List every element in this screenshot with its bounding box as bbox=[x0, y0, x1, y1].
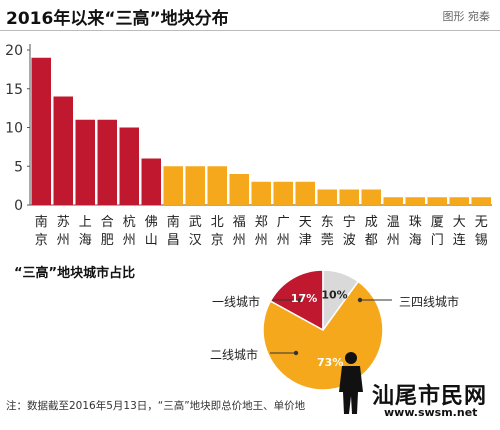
x-tick-label: 宁 bbox=[343, 214, 356, 230]
bar bbox=[75, 119, 95, 205]
pie-label-tier1: 一线城市 bbox=[212, 295, 261, 309]
bar bbox=[273, 181, 293, 205]
x-tick-label: 南 bbox=[35, 214, 48, 230]
y-tick-label: 10 bbox=[5, 121, 23, 137]
bar bbox=[317, 189, 337, 205]
x-tick-label: 汉 bbox=[189, 233, 202, 248]
x-tick-label: 无 bbox=[475, 215, 488, 230]
pie-value-label: 10% bbox=[321, 289, 347, 302]
bar bbox=[449, 197, 469, 205]
x-tick-label: 福 bbox=[233, 215, 246, 230]
bar bbox=[405, 197, 425, 205]
x-tick-label: 州 bbox=[57, 233, 70, 248]
x-tick-label: 合 bbox=[101, 215, 114, 230]
x-tick-label: 郑 bbox=[255, 215, 268, 230]
x-tick-label: 京 bbox=[211, 233, 224, 248]
bar bbox=[207, 166, 227, 205]
pie-value-label: 73% bbox=[317, 356, 343, 369]
credit-label: 图形 宛秦 bbox=[442, 10, 491, 23]
x-tick-label: 广 bbox=[277, 215, 290, 230]
bar bbox=[229, 174, 249, 205]
x-tick-label: 州 bbox=[255, 233, 268, 248]
x-tick-label: 武 bbox=[189, 215, 202, 230]
x-tick-label: 肥 bbox=[101, 233, 114, 248]
x-tick-label: 州 bbox=[123, 233, 136, 248]
leader-dot bbox=[357, 297, 363, 303]
x-tick-label: 海 bbox=[409, 233, 422, 248]
x-tick-label: 都 bbox=[365, 233, 378, 248]
x-tick-label: 苏 bbox=[57, 214, 70, 230]
x-tick-label: 州 bbox=[387, 233, 400, 248]
bar bbox=[119, 127, 139, 205]
bar bbox=[163, 166, 183, 205]
bar bbox=[339, 189, 359, 205]
bar bbox=[97, 119, 117, 205]
x-tick-label: 州 bbox=[277, 233, 290, 248]
bar bbox=[53, 96, 73, 205]
watermark-url: www.swsm.net bbox=[384, 406, 478, 419]
bar bbox=[141, 158, 161, 205]
bar bbox=[185, 166, 205, 205]
bar-marks bbox=[31, 57, 491, 205]
chart-title: 2016年以来“三高”地块分布 bbox=[6, 9, 229, 29]
bar bbox=[361, 189, 381, 205]
x-tick-label: 东 bbox=[321, 215, 334, 230]
pie-leader-lines bbox=[270, 297, 392, 356]
pie-value-labels: 17% 10% 73% bbox=[291, 289, 348, 370]
watermark-logo: 汕尾市民网 bbox=[372, 383, 488, 409]
x-tick-label: 锡 bbox=[475, 233, 488, 248]
pie-slices bbox=[262, 269, 384, 391]
y-tick-label: 20 bbox=[5, 43, 23, 59]
x-tick-label: 天 bbox=[299, 215, 312, 230]
title-divider bbox=[0, 30, 500, 31]
person-silhouette-icon bbox=[339, 352, 363, 414]
y-tick-label: 5 bbox=[14, 159, 23, 175]
x-tick-label: 成 bbox=[365, 215, 378, 230]
bar bbox=[295, 181, 315, 205]
leader-dot bbox=[297, 297, 303, 303]
y-tick-label: 0 bbox=[14, 198, 23, 214]
pie-label-tier34: 三四线城市 bbox=[399, 295, 460, 309]
x-tick-label: 津 bbox=[299, 233, 312, 248]
x-tick-label: 波 bbox=[343, 233, 356, 248]
y-tick-label: 15 bbox=[5, 82, 23, 98]
x-tick-label: 连 bbox=[453, 232, 466, 248]
pie-value-label: 17% bbox=[291, 292, 317, 305]
leader-dot bbox=[293, 350, 299, 356]
x-tick-label: 杭 bbox=[123, 215, 136, 230]
x-tick-label: 温 bbox=[387, 215, 400, 230]
x-tick-label: 山 bbox=[145, 233, 158, 248]
pie-title: “三高”地块城市占比 bbox=[14, 266, 136, 281]
x-tick-label: 南 bbox=[167, 214, 180, 230]
bar bbox=[427, 197, 447, 205]
x-tick-label: 州 bbox=[233, 233, 246, 248]
x-tick-label: 厦 bbox=[431, 215, 444, 230]
x-tick-label: 北 bbox=[211, 215, 224, 230]
x-tick-label: 珠 bbox=[409, 215, 422, 230]
x-tick-label: 海 bbox=[79, 233, 92, 248]
x-tick-label: 莞 bbox=[321, 233, 334, 248]
x-tick-label: 昌 bbox=[167, 233, 180, 248]
x-tick-label: 京 bbox=[35, 233, 48, 248]
bar bbox=[31, 57, 51, 205]
bar bbox=[251, 181, 271, 205]
x-tick-label: 上 bbox=[79, 215, 92, 230]
bar bbox=[383, 197, 403, 205]
pie-label-tier2: 二线城市 bbox=[210, 348, 259, 362]
x-tick-label: 大 bbox=[453, 215, 466, 230]
bar-x-labels: 南京苏州上海合肥杭州佛山南昌武汉北京福州郑州广州天津东莞宁波成都温州珠海厦门大连… bbox=[35, 214, 488, 248]
x-tick-label: 门 bbox=[431, 233, 444, 248]
bar bbox=[471, 197, 491, 205]
x-tick-label: 佛 bbox=[145, 215, 158, 230]
footnote: 注：数据截至2016年5月13日，“三高”地块即总价地王、单价地 bbox=[6, 400, 306, 412]
